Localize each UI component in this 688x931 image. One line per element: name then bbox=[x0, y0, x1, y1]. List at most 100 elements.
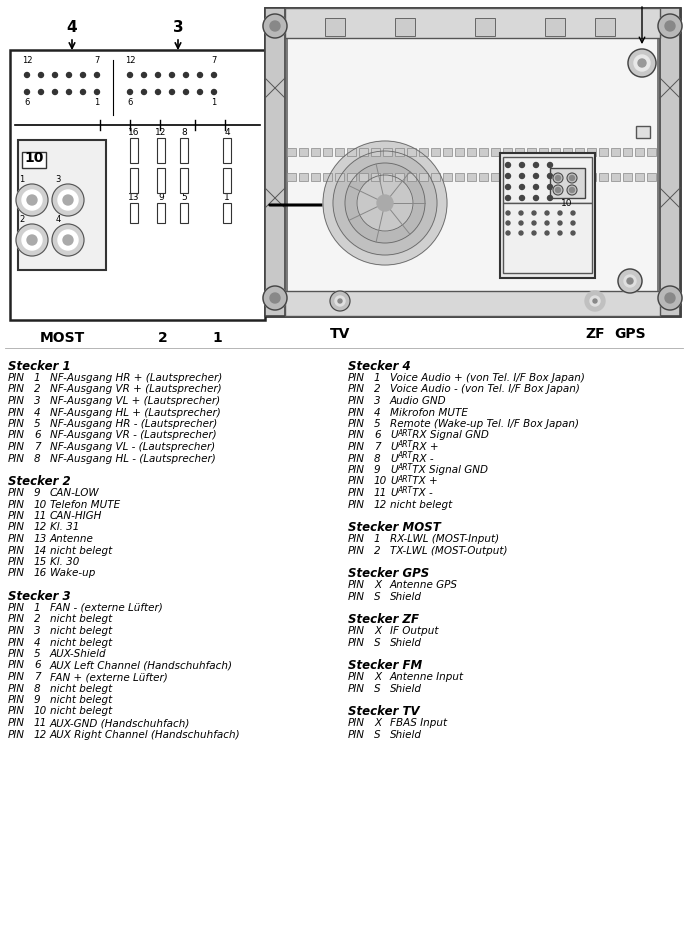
Text: 2: 2 bbox=[158, 331, 168, 345]
Circle shape bbox=[618, 269, 642, 293]
Text: 13: 13 bbox=[128, 193, 140, 202]
Text: PIN: PIN bbox=[8, 649, 25, 659]
Circle shape bbox=[585, 291, 605, 311]
Circle shape bbox=[94, 89, 100, 95]
Text: 2: 2 bbox=[34, 614, 41, 625]
Bar bbox=[545, 18, 565, 36]
Text: TX -: TX - bbox=[409, 488, 433, 498]
Circle shape bbox=[545, 231, 549, 235]
Text: nicht belegt: nicht belegt bbox=[50, 638, 112, 647]
Text: Shield: Shield bbox=[390, 730, 422, 739]
Bar bbox=[491, 148, 500, 156]
Text: PIN: PIN bbox=[8, 569, 25, 578]
Text: U: U bbox=[390, 477, 398, 487]
Text: 5: 5 bbox=[374, 419, 380, 429]
Text: 1: 1 bbox=[374, 534, 380, 544]
Circle shape bbox=[665, 21, 675, 31]
Text: IF Output: IF Output bbox=[390, 626, 438, 636]
Text: PIN: PIN bbox=[348, 419, 365, 429]
Bar bbox=[595, 18, 615, 36]
Circle shape bbox=[570, 187, 574, 193]
Circle shape bbox=[127, 89, 133, 95]
Text: 1: 1 bbox=[94, 98, 100, 107]
Circle shape bbox=[506, 221, 510, 225]
Circle shape bbox=[27, 195, 37, 205]
Text: NF-Ausgang VR + (Lautsprecher): NF-Ausgang VR + (Lautsprecher) bbox=[50, 385, 222, 395]
Circle shape bbox=[142, 73, 147, 77]
Bar bbox=[223, 203, 231, 223]
Text: 12: 12 bbox=[34, 522, 47, 533]
Circle shape bbox=[553, 185, 563, 195]
Circle shape bbox=[63, 195, 73, 205]
Circle shape bbox=[545, 221, 549, 225]
Bar bbox=[636, 126, 650, 138]
Text: TX-LWL (MOST-Output): TX-LWL (MOST-Output) bbox=[390, 546, 508, 556]
Text: 12: 12 bbox=[155, 128, 166, 137]
Text: PIN: PIN bbox=[348, 488, 365, 498]
Circle shape bbox=[58, 190, 78, 210]
Bar bbox=[515, 148, 524, 156]
Bar bbox=[325, 18, 345, 36]
Text: 9: 9 bbox=[34, 488, 41, 498]
Circle shape bbox=[52, 73, 58, 77]
Circle shape bbox=[555, 176, 561, 181]
Text: nicht belegt: nicht belegt bbox=[50, 546, 112, 556]
Text: 4: 4 bbox=[224, 128, 230, 137]
Circle shape bbox=[155, 89, 160, 95]
Text: 3: 3 bbox=[374, 396, 380, 406]
Text: CAN-LOW: CAN-LOW bbox=[50, 488, 100, 498]
Text: 1: 1 bbox=[34, 603, 41, 613]
Text: ZF: ZF bbox=[585, 327, 605, 341]
Text: 9: 9 bbox=[374, 465, 380, 475]
Text: ART: ART bbox=[397, 440, 412, 449]
Bar bbox=[479, 173, 488, 181]
Text: PIN: PIN bbox=[8, 453, 25, 464]
Text: 11: 11 bbox=[374, 488, 387, 498]
Text: RX -: RX - bbox=[409, 453, 433, 464]
Circle shape bbox=[558, 211, 562, 215]
Text: PIN: PIN bbox=[8, 408, 25, 417]
Text: Stecker ZF: Stecker ZF bbox=[348, 613, 419, 626]
Text: Stecker TV: Stecker TV bbox=[348, 705, 420, 718]
Text: 10: 10 bbox=[34, 500, 47, 509]
Text: PIN: PIN bbox=[348, 591, 365, 601]
Bar bbox=[299, 148, 308, 156]
Circle shape bbox=[548, 184, 552, 190]
Bar bbox=[660, 8, 680, 316]
Bar bbox=[563, 148, 572, 156]
Text: nicht belegt: nicht belegt bbox=[390, 500, 452, 509]
Circle shape bbox=[532, 211, 536, 215]
Text: 4: 4 bbox=[34, 638, 41, 647]
Text: Stecker GPS: Stecker GPS bbox=[348, 567, 429, 580]
Circle shape bbox=[25, 73, 30, 77]
Text: PIN: PIN bbox=[8, 707, 25, 717]
Circle shape bbox=[16, 184, 48, 216]
Text: X: X bbox=[374, 718, 381, 728]
Circle shape bbox=[553, 173, 563, 183]
Bar bbox=[265, 8, 680, 316]
Bar bbox=[479, 148, 488, 156]
Bar bbox=[130, 138, 138, 163]
Text: PIN: PIN bbox=[8, 488, 25, 498]
Circle shape bbox=[545, 211, 549, 215]
Bar bbox=[503, 148, 512, 156]
Text: 1: 1 bbox=[374, 373, 380, 383]
Bar bbox=[455, 148, 464, 156]
Circle shape bbox=[25, 89, 30, 95]
Bar bbox=[335, 173, 344, 181]
Bar bbox=[419, 173, 428, 181]
Circle shape bbox=[558, 231, 562, 235]
Text: FBAS Input: FBAS Input bbox=[390, 718, 447, 728]
Bar bbox=[223, 168, 231, 193]
Text: ART: ART bbox=[397, 452, 412, 461]
Text: NF-Ausgang VR - (Lautsprecher): NF-Ausgang VR - (Lautsprecher) bbox=[50, 430, 217, 440]
Bar bbox=[359, 173, 368, 181]
Circle shape bbox=[628, 49, 656, 77]
Bar bbox=[265, 8, 285, 316]
Bar bbox=[475, 18, 495, 36]
Circle shape bbox=[567, 173, 577, 183]
Text: nicht belegt: nicht belegt bbox=[50, 683, 112, 694]
Text: 2: 2 bbox=[19, 215, 25, 224]
Text: GPS: GPS bbox=[614, 327, 646, 341]
Bar bbox=[539, 173, 548, 181]
